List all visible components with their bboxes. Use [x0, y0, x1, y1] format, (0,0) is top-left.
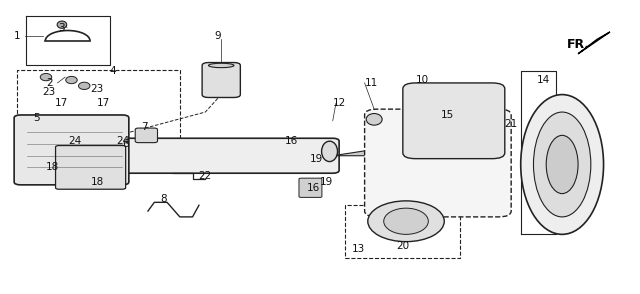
FancyBboxPatch shape: [202, 63, 241, 98]
Text: 18: 18: [45, 162, 59, 172]
Text: 17: 17: [97, 98, 110, 108]
Text: 15: 15: [441, 110, 454, 120]
Polygon shape: [578, 32, 610, 54]
FancyBboxPatch shape: [135, 128, 157, 143]
Text: 24: 24: [68, 136, 81, 146]
Ellipse shape: [79, 82, 90, 89]
Ellipse shape: [40, 74, 52, 81]
Ellipse shape: [321, 141, 337, 162]
Text: 9: 9: [215, 31, 221, 41]
Text: 11: 11: [364, 78, 378, 88]
FancyBboxPatch shape: [365, 109, 511, 217]
Text: 19: 19: [320, 177, 333, 187]
Ellipse shape: [521, 95, 604, 234]
Ellipse shape: [366, 113, 382, 125]
FancyBboxPatch shape: [403, 83, 505, 159]
Text: 18: 18: [90, 177, 104, 187]
Text: 21: 21: [504, 119, 518, 129]
Ellipse shape: [546, 135, 578, 193]
Ellipse shape: [368, 201, 444, 242]
Text: 19: 19: [310, 154, 323, 164]
Ellipse shape: [57, 21, 67, 28]
Polygon shape: [333, 150, 390, 156]
Text: 24: 24: [116, 136, 129, 146]
Text: 6: 6: [122, 139, 129, 149]
Text: 22: 22: [198, 171, 212, 181]
Ellipse shape: [209, 63, 234, 68]
Text: 16: 16: [285, 136, 298, 146]
Ellipse shape: [384, 208, 428, 234]
FancyBboxPatch shape: [14, 115, 129, 185]
Text: 20: 20: [396, 241, 410, 251]
Text: 12: 12: [333, 98, 346, 108]
Text: 16: 16: [307, 183, 320, 193]
Text: 10: 10: [415, 75, 429, 85]
Text: 23: 23: [42, 87, 56, 97]
Text: 4: 4: [109, 66, 116, 76]
Text: 23: 23: [90, 84, 104, 94]
Text: 3: 3: [59, 23, 65, 33]
Text: 8: 8: [161, 194, 167, 204]
Text: 13: 13: [351, 244, 365, 254]
Ellipse shape: [66, 76, 77, 84]
Text: 14: 14: [536, 75, 550, 85]
Text: 17: 17: [55, 98, 68, 108]
FancyBboxPatch shape: [109, 138, 339, 173]
Text: 1: 1: [14, 31, 20, 41]
Text: 2: 2: [46, 78, 52, 88]
Ellipse shape: [534, 112, 591, 217]
Text: 5: 5: [33, 113, 40, 123]
FancyBboxPatch shape: [56, 146, 125, 189]
Text: FR.: FR.: [566, 38, 589, 51]
FancyBboxPatch shape: [299, 178, 322, 197]
Text: 7: 7: [141, 122, 148, 132]
